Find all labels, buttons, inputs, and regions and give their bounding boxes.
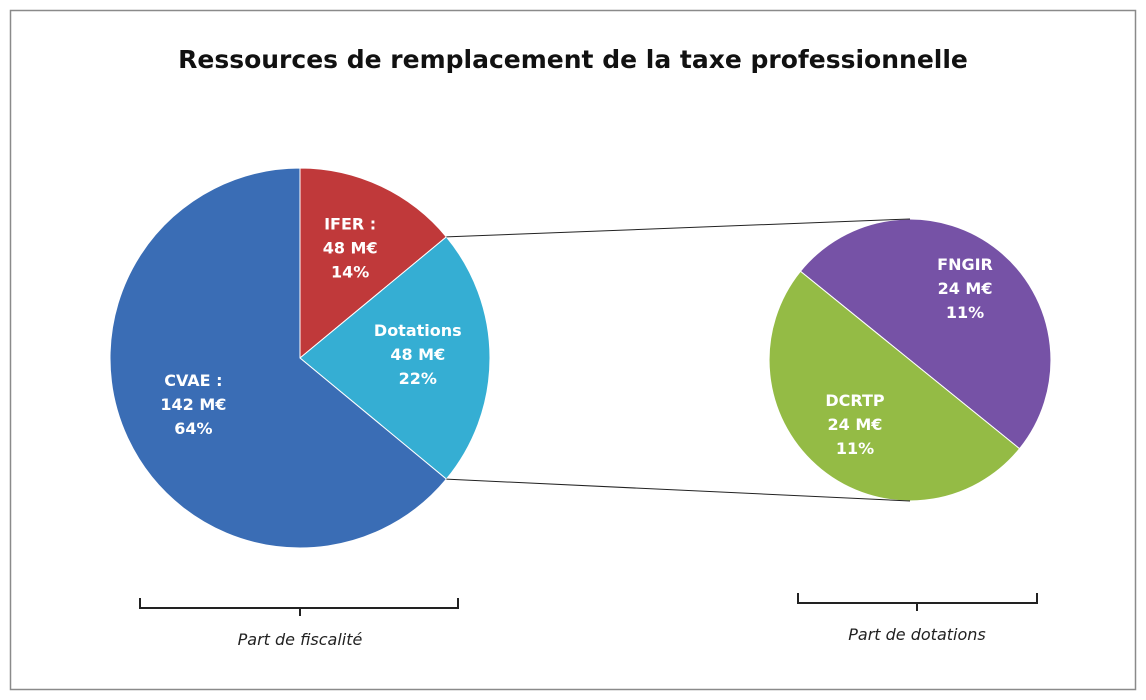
data-label: DCRTP 24 M€ 11% xyxy=(825,391,885,458)
data-label-line: 14% xyxy=(331,262,369,281)
group-label: Part de fiscalité xyxy=(238,630,363,649)
pie-slice xyxy=(109,167,448,549)
data-label: FNGIR 24 M€ 11% xyxy=(937,255,993,322)
brace xyxy=(797,593,1038,611)
pie-slice xyxy=(299,167,448,360)
brace xyxy=(139,598,459,616)
data-label-line: 48 M€ xyxy=(390,345,445,364)
connector-line xyxy=(446,218,911,238)
data-label-line: FNGIR xyxy=(937,255,993,274)
data-label: CVAE : 142 M€ 64% xyxy=(160,371,226,438)
data-label-line: 24 M€ xyxy=(828,415,883,434)
chart-title: Ressources de remplacement de la taxe pr… xyxy=(178,45,968,74)
group-label: Part de dotations xyxy=(848,625,985,644)
connector-line xyxy=(446,478,911,502)
data-label-line: 22% xyxy=(399,369,437,388)
data-label-line: IFER : xyxy=(324,214,376,233)
data-label-line: 142 M€ xyxy=(160,395,226,414)
data-label-line: Dotations xyxy=(374,321,462,340)
data-label-line: 24 M€ xyxy=(938,279,993,298)
data-label-line: DCRTP xyxy=(825,391,885,410)
data-label-line: 48 M€ xyxy=(323,238,378,257)
data-label: IFER : 48 M€ 14% xyxy=(323,214,378,281)
data-label-line: 11% xyxy=(836,439,874,458)
data-label-line: 11% xyxy=(946,303,984,322)
pie-slice xyxy=(768,270,1021,502)
pie-slice xyxy=(299,236,491,480)
pie-slice xyxy=(799,218,1052,450)
data-label-line: 64% xyxy=(174,419,212,438)
data-label: Dotations 48 M€ 22% xyxy=(374,321,462,388)
data-label-line: CVAE : xyxy=(164,371,222,390)
